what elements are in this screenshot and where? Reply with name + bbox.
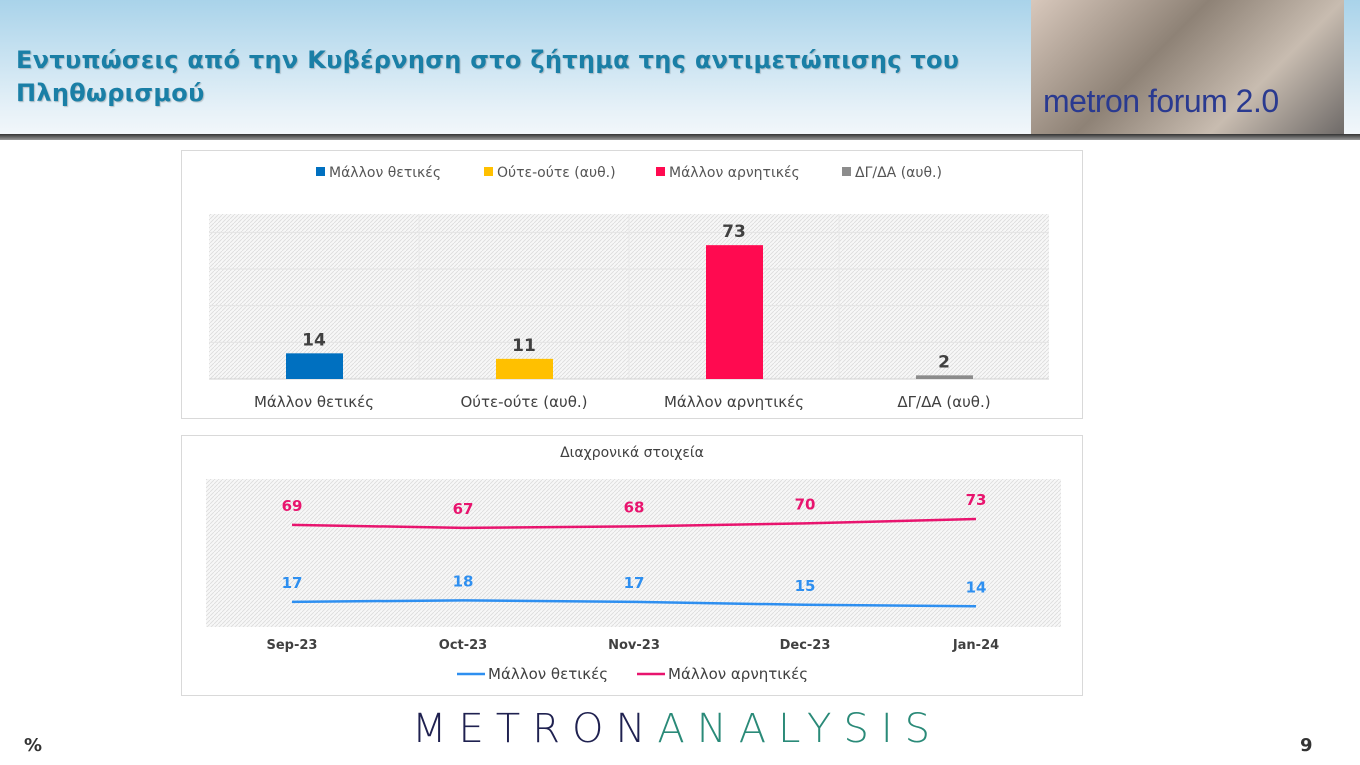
- legend-label: Μάλλον θετικές: [329, 165, 441, 181]
- x-tick-label: Dec-23: [780, 638, 831, 653]
- x-tick-label: Oct-23: [439, 638, 487, 653]
- series-line: [291, 517, 977, 530]
- data-label: 2: [938, 352, 950, 372]
- legend-label: Μάλλον αρνητικές: [669, 165, 800, 181]
- x-tick-label: Sep-23: [267, 638, 318, 653]
- x-tick-label: Nov-23: [608, 638, 660, 653]
- bar: [286, 353, 343, 379]
- page-title: Εντυπώσεις από την Κυβέρνηση στο ζήτημα …: [16, 46, 960, 107]
- data-label: 17: [282, 574, 303, 592]
- legend-swatch: [484, 167, 493, 176]
- brand-left: METRON: [412, 706, 658, 752]
- line-chart: Διαχρονικά στοιχεία Sep-23 Oct-23 Nov-23 Dec…: [206, 445, 1061, 683]
- legend-swatch: [842, 167, 851, 176]
- category-label: Μάλλον αρνητικές: [664, 393, 804, 411]
- data-label: 73: [722, 222, 746, 242]
- bar: [706, 245, 763, 379]
- line-chart-panel: Διαχρονικά στοιχεία Sep-23 Oct-23 Nov-23 Dec…: [181, 435, 1083, 696]
- data-label: 67: [453, 500, 474, 518]
- legend-swatch: [656, 167, 665, 176]
- data-label: 14: [302, 330, 326, 350]
- category-label: Ούτε-ούτε (αυθ.): [460, 393, 587, 411]
- category-label: Μάλλον θετικές: [254, 393, 374, 411]
- legend-swatch: [316, 167, 325, 176]
- data-label: 17: [624, 574, 645, 592]
- bar: [916, 375, 973, 379]
- bar: [496, 358, 553, 379]
- category-label: ΔΓ/ΔΑ (αυθ.): [897, 393, 990, 411]
- data-label: 73: [966, 491, 987, 509]
- x-tick-label: Jan-24: [952, 638, 999, 653]
- data-label: 15: [795, 577, 816, 595]
- data-label: 14: [966, 578, 987, 596]
- logo-text: metron forum 2.0: [1043, 83, 1279, 119]
- metron-analysis-logo: METRONANALYSIS: [412, 706, 942, 752]
- data-label: 68: [624, 498, 645, 516]
- data-label: 11: [512, 336, 536, 356]
- data-label: 18: [453, 572, 474, 590]
- legend-label: ΔΓ/ΔΑ (αυθ.): [855, 165, 942, 181]
- legend-label: Μάλλον θετικές: [488, 665, 608, 683]
- legend-label: Μάλλον αρνητικές: [668, 665, 808, 683]
- header-divider: [0, 134, 1360, 140]
- series-line: [291, 599, 977, 608]
- brand-right: ANALYSIS: [657, 706, 943, 752]
- data-label: 69: [282, 497, 303, 515]
- bar-chart-panel: Μάλλον θετικές Ούτε-ούτε (αυθ.) Μάλλον αρν…: [181, 150, 1083, 419]
- bar-chart: Μάλλον θετικές Ούτε-ούτε (αυθ.) Μάλλον αρν…: [209, 165, 1049, 411]
- data-label: 70: [795, 495, 816, 513]
- unit-label: %: [24, 735, 43, 756]
- legend-label: Ούτε-ούτε (αυθ.): [497, 165, 616, 181]
- page-number: 9: [1300, 735, 1313, 756]
- metron-forum-logo: metron forum 2.0: [1031, 0, 1344, 134]
- chart-title: Διαχρονικά στοιχεία: [560, 445, 704, 461]
